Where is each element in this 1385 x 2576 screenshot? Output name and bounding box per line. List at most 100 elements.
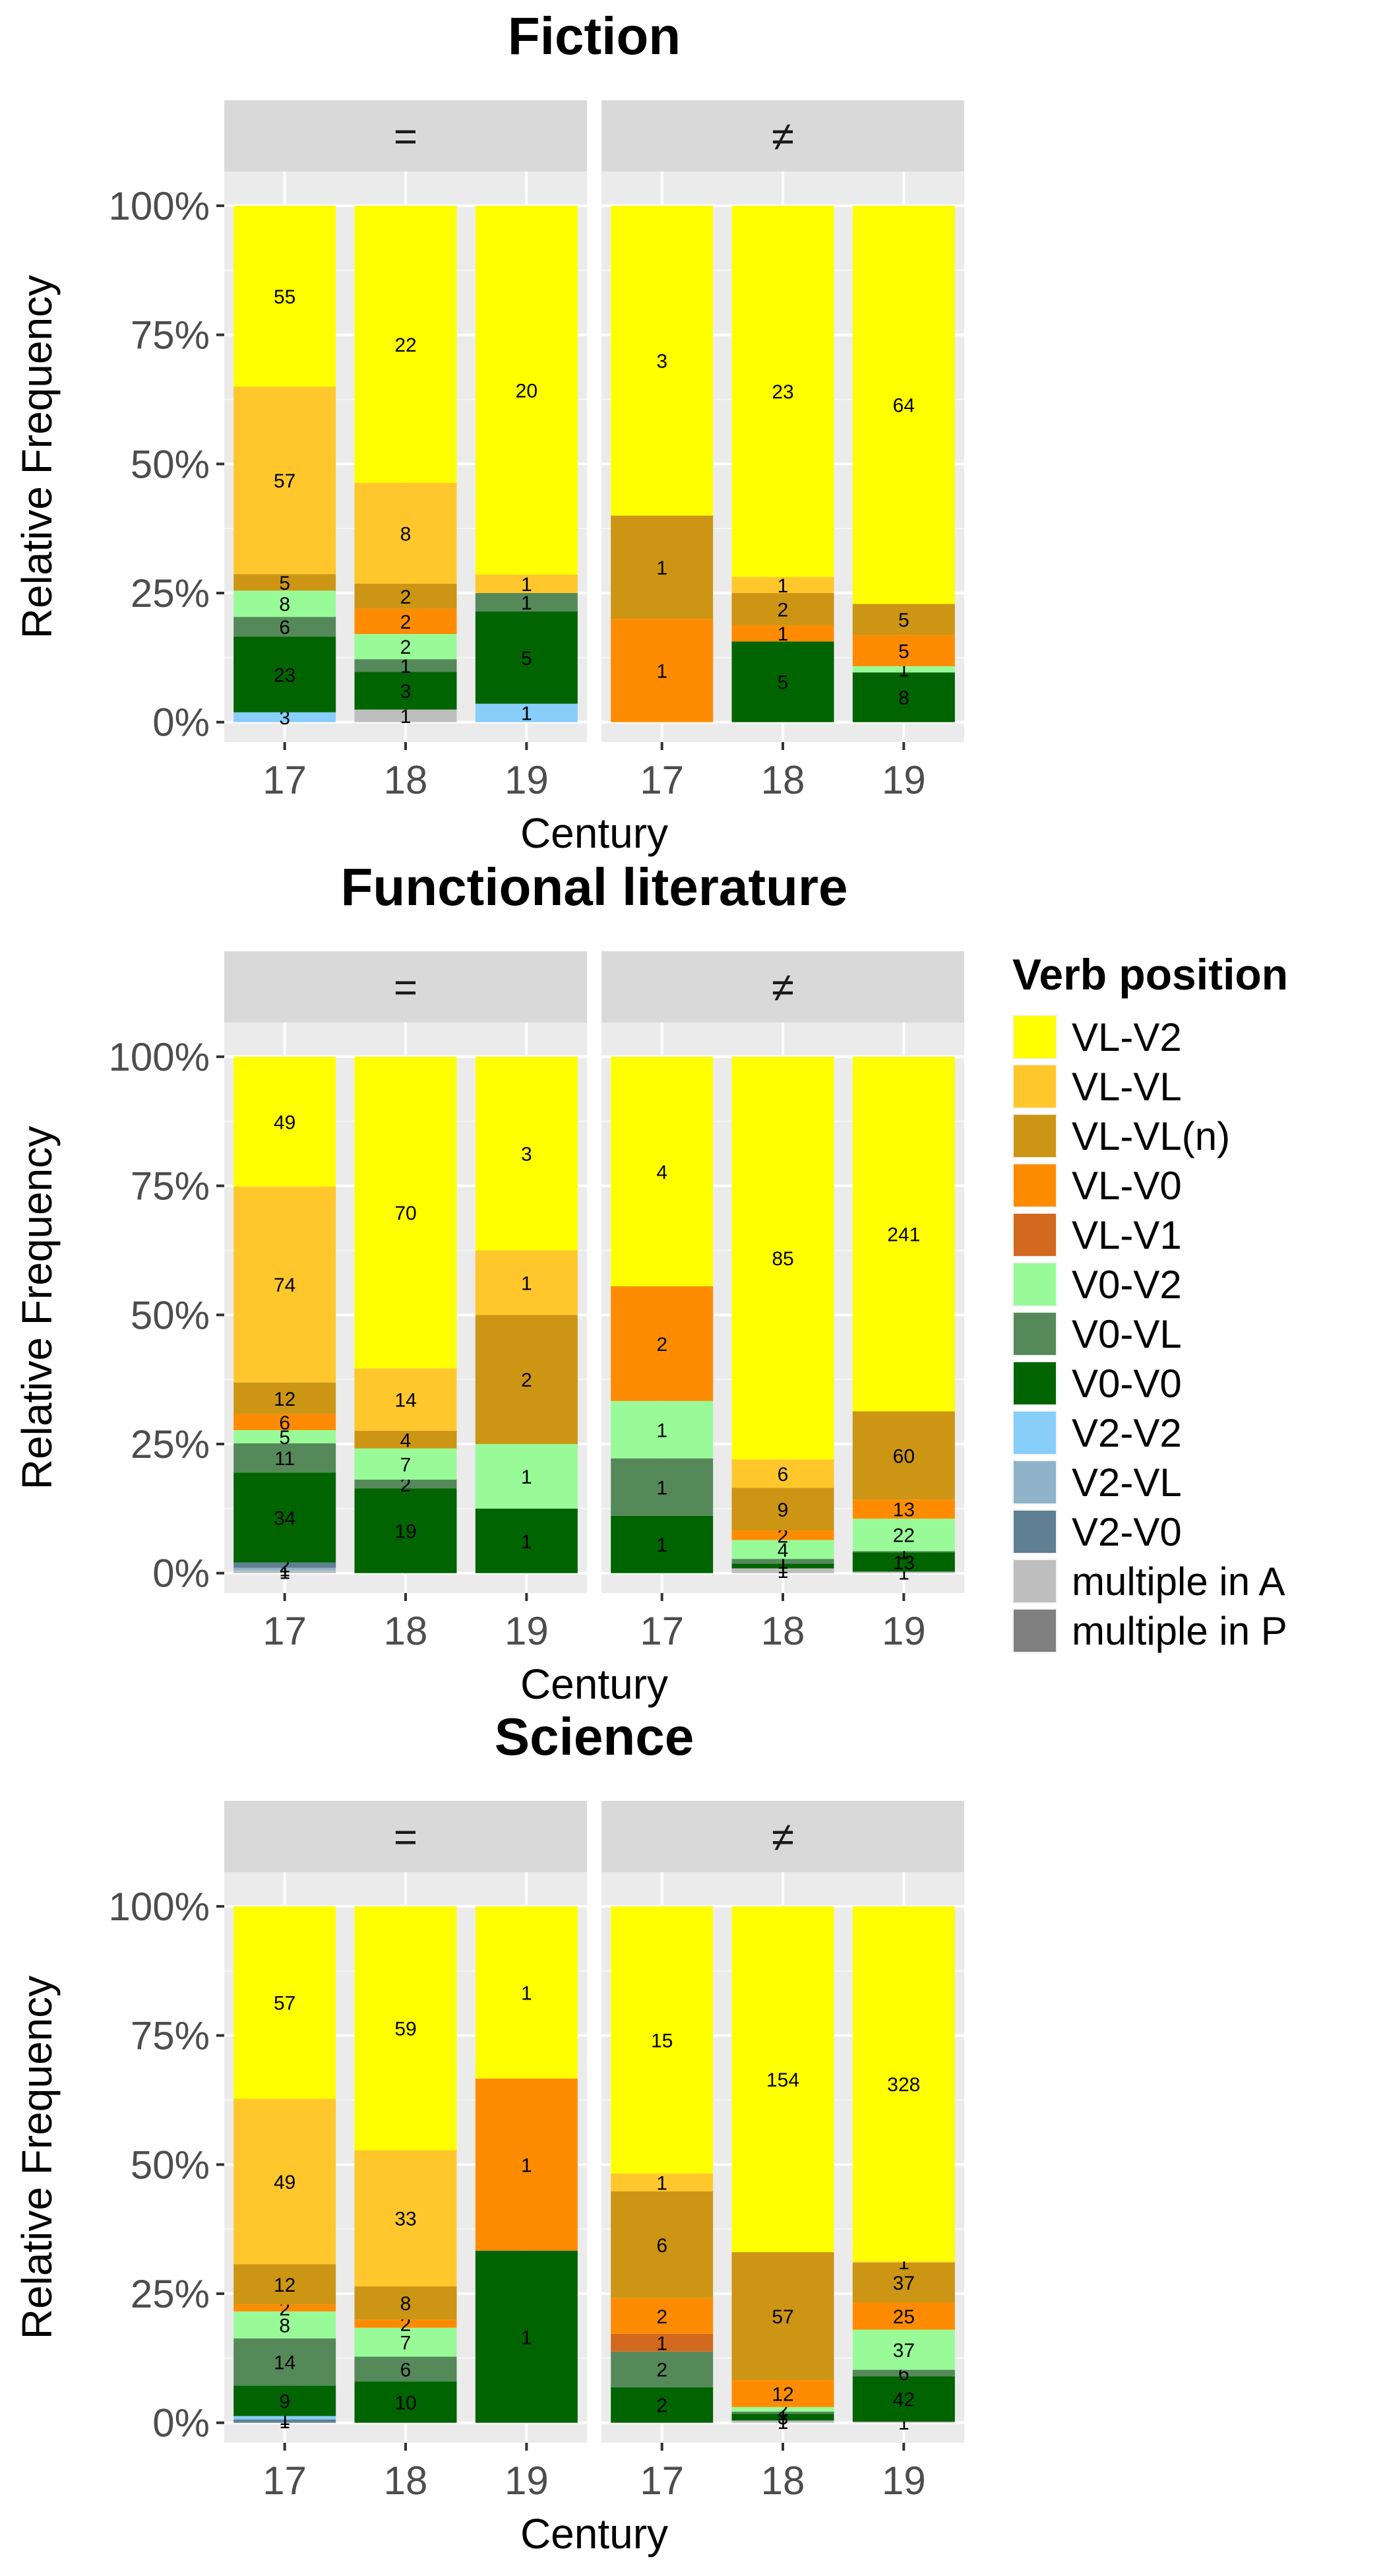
bar-segment <box>233 1472 336 1563</box>
legend-key-swatch <box>1014 1412 1056 1454</box>
bar-segment <box>233 2098 336 2265</box>
data-label: 5 <box>521 648 532 670</box>
y-tick-label: 75% <box>131 2014 210 2058</box>
bar-segment <box>852 672 955 722</box>
data-label: 1 <box>656 557 667 579</box>
data-label: 20 <box>516 380 538 402</box>
y-tick-label: 100% <box>109 184 210 228</box>
chart-title: Functional literature <box>341 858 848 916</box>
x-tick-label: 19 <box>505 758 549 802</box>
data-label: 64 <box>893 395 915 417</box>
data-label: 2 <box>778 599 789 621</box>
y-tick-label: 0% <box>152 1552 210 1596</box>
bar-segment <box>852 2262 955 2303</box>
bar-segment <box>852 1552 955 1572</box>
facet-strip-label: ≠ <box>772 1815 794 1860</box>
x-axis-title: Century <box>520 1660 668 1708</box>
data-label: 14 <box>394 1390 416 1412</box>
bar-segment <box>354 1480 457 1489</box>
facet-strip <box>601 951 964 1022</box>
bar-segment <box>611 2298 714 2334</box>
legend-item: VL-VL(n) <box>1012 1114 1230 1158</box>
bar-segment <box>354 583 457 609</box>
data-label: 241 <box>887 1224 920 1246</box>
data-label: 9 <box>279 2391 290 2412</box>
data-label: 37 <box>893 2273 915 2294</box>
legend-key-swatch <box>1014 1115 1056 1157</box>
data-label: 8 <box>279 594 290 615</box>
legend-label: V0-VL <box>1072 1312 1182 1356</box>
legend-key-swatch <box>1014 1461 1056 1503</box>
bar-segment <box>475 2250 578 2423</box>
y-axis: 0% 25% 50% 75% 100% <box>109 1035 224 1596</box>
bar-segment <box>233 2264 336 2305</box>
bar-segment <box>233 1414 336 1430</box>
legend-label: V2-V2 <box>1072 1411 1182 1455</box>
x-tick-label: 18 <box>384 1609 428 1653</box>
data-label: 1 <box>656 1420 667 1441</box>
facet-strip <box>224 100 587 172</box>
bar-segment <box>233 205 336 387</box>
data-label: 8 <box>279 2315 290 2337</box>
bar-segment <box>611 1400 714 1459</box>
legend-label: VL-V1 <box>1072 1213 1182 1257</box>
legend-label: VL-V2 <box>1072 1015 1182 1059</box>
bar-segment <box>852 1551 955 1553</box>
legend-item: V0-VL <box>1012 1311 1182 1356</box>
bar-segment <box>354 608 457 635</box>
bar-segment <box>852 1519 955 1552</box>
data-label: 6 <box>279 617 290 639</box>
bar-segment <box>731 2380 834 2407</box>
legend-key-swatch <box>1014 1016 1056 1058</box>
bar-segment <box>852 2376 955 2422</box>
bar-segment <box>852 205 955 604</box>
bar-segment <box>475 1056 578 1251</box>
bar-segment <box>611 2191 714 2298</box>
data-label: 5 <box>279 573 290 594</box>
legend-item: V2-VL <box>1012 1460 1182 1505</box>
y-tick-label: 100% <box>109 1885 210 1929</box>
data-label: 3 <box>521 1144 532 1166</box>
bar-segment <box>731 1459 834 1488</box>
data-label: 1 <box>521 703 532 725</box>
y-tick-label: 0% <box>152 701 210 745</box>
x-axis-title: Century <box>520 809 668 857</box>
data-label: 1 <box>656 1534 667 1556</box>
data-label: 10 <box>394 2392 416 2414</box>
bar-segment <box>233 2416 336 2420</box>
bar-17: 2 2 1 2 6 1 15 <box>611 1906 714 2423</box>
y-tick-label: 50% <box>131 442 210 486</box>
bar-segment <box>475 593 578 612</box>
legend-label: VL-VL <box>1072 1065 1182 1109</box>
data-label: 2 <box>656 2306 667 2328</box>
facet-strip-label: ≠ <box>772 114 794 160</box>
data-label: 2 <box>400 586 412 608</box>
bar-segment <box>233 1443 336 1473</box>
bar-segment <box>233 1382 336 1414</box>
y-tick-label: 25% <box>131 1422 210 1466</box>
data-label: 59 <box>394 2019 416 2040</box>
bar-segment <box>354 1430 457 1449</box>
bar-segment <box>475 575 578 594</box>
bar-segment <box>354 1488 457 1573</box>
bar-segment <box>233 1570 336 1573</box>
y-tick-label: 75% <box>131 1164 210 1209</box>
bar-segment <box>233 712 336 722</box>
legend-key-swatch <box>1014 1214 1056 1256</box>
data-label: 13 <box>893 1499 915 1521</box>
legend-label: V0-V2 <box>1072 1263 1182 1307</box>
data-label: 22 <box>394 334 416 356</box>
data-label: 85 <box>772 1248 793 1270</box>
data-label: 1 <box>521 1466 532 1488</box>
legend-label: V2-V0 <box>1072 1510 1182 1554</box>
data-label: 3 <box>279 707 290 729</box>
legend-label: multiple in A <box>1072 1559 1285 1604</box>
data-label: 34 <box>274 1507 295 1529</box>
